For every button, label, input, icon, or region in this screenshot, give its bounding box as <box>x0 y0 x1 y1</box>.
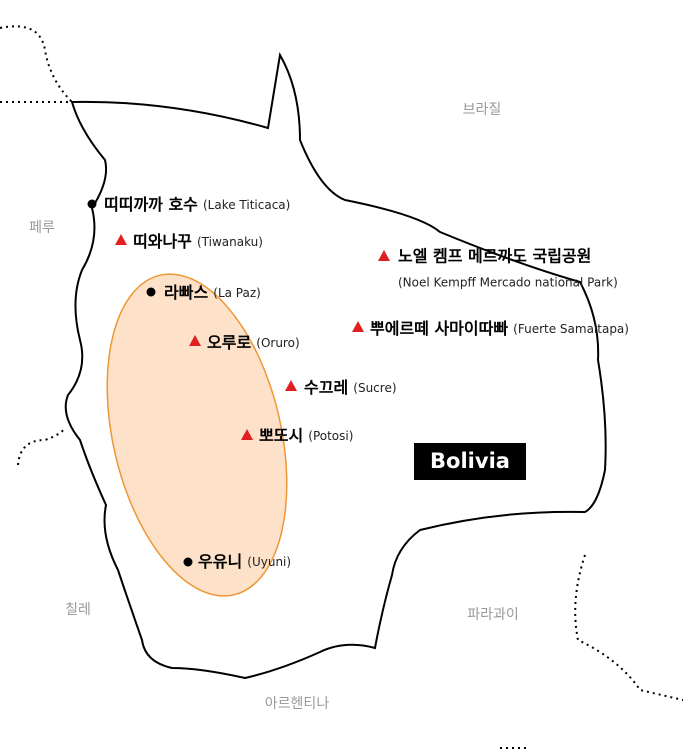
city-dot <box>146 287 156 297</box>
site-triangle <box>352 321 364 332</box>
place-label: 라빠스 (La Paz) <box>164 283 261 302</box>
place-name-en: (Oruro) <box>256 336 299 350</box>
neighbor-borders <box>0 25 683 749</box>
place-name-en: (Potosi) <box>308 429 353 443</box>
place-name-en: (Lake Titicaca) <box>203 198 290 212</box>
highlight-region <box>106 273 288 597</box>
border-dotted <box>17 427 66 466</box>
site-triangle <box>189 335 201 346</box>
site-triangle <box>241 429 253 440</box>
place-name: 뽀또시 <box>259 426 303 445</box>
city-dot <box>87 199 97 209</box>
site-triangle <box>378 250 390 261</box>
country-label-box <box>414 443 526 480</box>
place-name: 오루로 <box>207 333 251 352</box>
border-dotted <box>574 554 683 701</box>
place-name-en: (Noel Kempff Mercado national Park) <box>398 276 618 290</box>
place-name-en: (Sucre) <box>353 381 396 395</box>
place-name: 우유니 <box>198 552 242 571</box>
neighbor-label: 브라질 <box>463 102 502 118</box>
place-label: 수끄레 (Sucre) <box>304 378 397 397</box>
neighbor-label: 아르헨티나 <box>265 696 330 712</box>
place-name: 수끄레 <box>304 378 348 397</box>
place-name-en: (La Paz) <box>213 286 261 300</box>
place-label: 띠띠까까 호수 (Lake Titicaca) <box>104 195 290 214</box>
place-label: 뿌에르떼 사마이따빠 (Fuerte Samaitapa) <box>370 319 629 338</box>
neighbor-label: 파라과이 <box>467 607 519 623</box>
bolivia-border <box>64 52 607 680</box>
neighbor-label: 칠레 <box>65 602 91 618</box>
place-name-en: (Uyuni) <box>247 555 291 569</box>
place-label: 오루로 (Oruro) <box>207 333 300 352</box>
place-name: 노엘 켐프 메르까도 국립공원 <box>398 247 591 266</box>
place-name-en: (Tiwanaku) <box>197 235 263 249</box>
city-dot <box>183 557 193 567</box>
place-name-en: (Fuerte Samaitapa) <box>513 322 629 336</box>
country-label: Bolivia <box>430 449 510 473</box>
place-name: 라빠스 <box>164 283 208 302</box>
site-triangle <box>115 234 127 245</box>
place-label: 뽀또시 (Potosi) <box>259 426 353 445</box>
place-name: 띠띠까까 호수 <box>104 195 198 214</box>
place-label: 우유니 (Uyuni) <box>198 552 291 571</box>
place-label: 띠와나꾸 (Tiwanaku) <box>133 232 263 251</box>
border-dotted <box>0 25 73 103</box>
site-triangle <box>285 380 297 391</box>
markers <box>87 199 390 567</box>
place-name: 띠와나꾸 <box>133 232 192 251</box>
place-name: 뿌에르떼 사마이따빠 <box>370 319 508 338</box>
neighbor-label: 페루 <box>29 220 55 236</box>
